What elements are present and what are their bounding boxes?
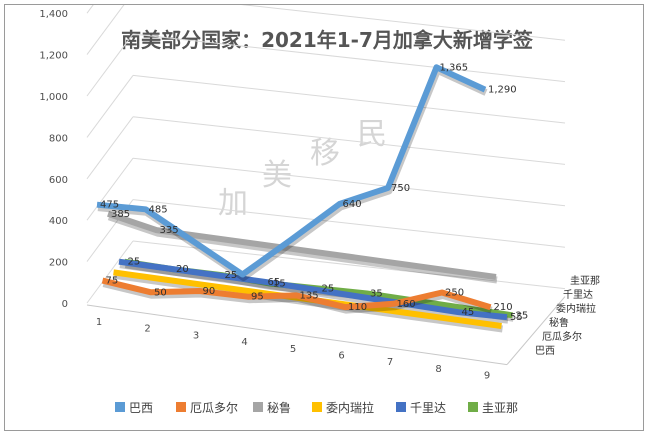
gridline — [86, 240, 134, 304]
gridline — [132, 33, 566, 83]
x-tick-label: 7 — [387, 357, 393, 368]
data-label: 90 — [203, 286, 216, 297]
data-label: 1,290 — [488, 85, 517, 96]
data-label: 25 — [322, 283, 335, 294]
y-tick-label: 1,200 — [39, 51, 68, 62]
y-tick-label: 800 — [49, 133, 68, 144]
data-label: 25 — [128, 257, 141, 268]
series-axis-label: 千里达 — [563, 289, 593, 301]
data-label: 1,365 — [440, 62, 469, 73]
series-axis-label: 委内瑞拉 — [556, 302, 596, 315]
depth-axis-line — [506, 296, 566, 365]
data-labels: 25 20 25 15 25 35 25 65 45 55 385 335 75 50 90 95 135 110… — [100, 62, 528, 323]
legend-swatch — [176, 402, 186, 412]
data-label: 75 — [106, 276, 119, 287]
data-label: 55 — [510, 312, 523, 323]
legend-label: 巴西 — [129, 401, 153, 415]
data-label: 25 — [225, 270, 238, 281]
data-label: 640 — [343, 199, 362, 210]
y-tick-label: 400 — [49, 216, 68, 227]
gridline — [86, 5, 94, 14]
data-label: 65 — [268, 277, 281, 288]
gridline — [86, 5, 125, 55]
x-tick-label: 2 — [144, 324, 150, 335]
y-tick-label: 1,400 — [39, 9, 68, 20]
series-axis-label: 圭亚那 — [570, 274, 600, 287]
x-tick-label: 6 — [338, 351, 344, 362]
legend-item[interactable]: 圭亚那 — [468, 401, 518, 415]
gridline — [132, 199, 566, 248]
data-label: 210 — [494, 302, 513, 313]
data-label: 45 — [462, 307, 475, 318]
data-label: 135 — [300, 290, 319, 301]
y-tick-label: 1,000 — [39, 92, 68, 103]
data-label: 20 — [176, 264, 189, 275]
x-tick-label: 5 — [290, 344, 296, 355]
legend-item[interactable]: 秘鲁 — [253, 401, 291, 415]
gridline — [132, 116, 566, 165]
series-lines — [96, 64, 515, 333]
data-label: 25 — [516, 310, 529, 321]
data-label: 160 — [397, 299, 416, 310]
legend-item[interactable]: 千里达 — [396, 401, 446, 415]
x-tick-label: 4 — [241, 337, 247, 348]
series-axis-label: 巴西 — [535, 345, 555, 357]
series-line — [101, 277, 492, 311]
watermark-char: 加 — [218, 186, 248, 221]
series-line — [96, 64, 487, 278]
legend-label: 委内瑞拉 — [326, 400, 374, 415]
series-axis-label: 厄瓜多尔 — [542, 330, 582, 343]
data-label: 485 — [149, 204, 168, 215]
gridline — [86, 75, 134, 138]
legend-label: 厄瓜多尔 — [190, 400, 238, 415]
x-tick-label: 1 — [96, 317, 102, 328]
data-label: 50 — [154, 287, 167, 298]
gridline — [132, 157, 566, 207]
series-axis-label: 秘鲁 — [549, 316, 569, 329]
legend-label: 秘鲁 — [267, 401, 291, 415]
legend-label: 圭亚那 — [482, 401, 518, 415]
data-label: 95 — [251, 292, 264, 303]
data-label: 250 — [445, 287, 464, 298]
legend[interactable]: 巴西 厄瓜多尔 秘鲁 委内瑞拉 千里达 圭亚那 — [115, 400, 518, 415]
legend-swatch — [312, 402, 322, 412]
series-line — [118, 258, 508, 321]
data-label: 335 — [160, 225, 179, 236]
legend-swatch — [468, 402, 478, 412]
legend-item[interactable]: 厄瓜多尔 — [176, 400, 238, 415]
data-label: 110 — [348, 302, 367, 313]
data-label: 35 — [370, 288, 383, 299]
data-label: 475 — [100, 200, 119, 211]
data-label: 15 — [273, 279, 286, 290]
legend-item[interactable]: 委内瑞拉 — [312, 400, 374, 415]
data-label: 750 — [391, 183, 410, 194]
y-tick-label: 0 — [62, 299, 68, 310]
series-line — [107, 210, 497, 280]
data-label: 385 — [111, 209, 130, 220]
legend-item[interactable]: 巴西 — [115, 401, 153, 415]
gridlines: 0 200 400 600 800 1,000 1,200 1,400 — [39, 5, 566, 310]
x-tick-label: 3 — [193, 330, 199, 341]
gridline — [86, 116, 134, 180]
watermark-char: 民 — [357, 117, 387, 152]
legend-swatch — [253, 402, 263, 412]
x-tick-label: 8 — [435, 364, 441, 375]
gridline — [132, 74, 566, 124]
x-tick-label: 9 — [484, 371, 490, 382]
legend-swatch — [115, 402, 125, 412]
gridline — [86, 157, 134, 221]
chart-frame: 南美部分国家：2021年1-7月加拿大新增学签 加美移民 0 200 400 600 8… — [4, 4, 644, 431]
legend-label: 千里达 — [410, 401, 446, 415]
gridline — [86, 33, 134, 97]
y-tick-label: 600 — [49, 175, 68, 186]
gridline — [240, 5, 566, 41]
x-axis-line — [86, 304, 508, 366]
series-shadow — [97, 66, 488, 281]
y-tick-label: 200 — [49, 258, 68, 269]
legend-swatch — [396, 402, 406, 412]
watermark-char: 移 — [310, 136, 340, 171]
